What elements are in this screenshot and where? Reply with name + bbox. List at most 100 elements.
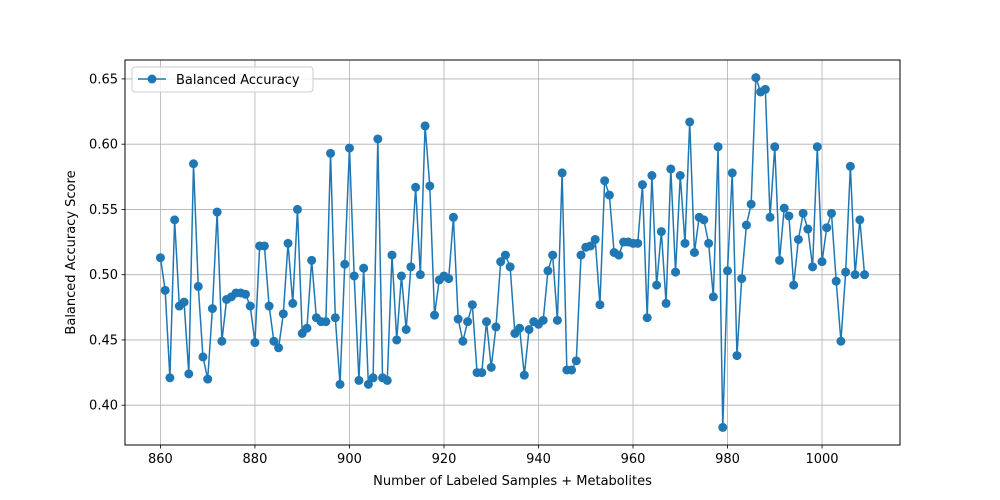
data-point [685, 117, 695, 127]
data-point [538, 315, 548, 325]
data-point [193, 281, 203, 291]
data-point [189, 159, 199, 169]
data-point [817, 257, 827, 267]
data-point [656, 227, 666, 237]
data-point [524, 325, 534, 334]
x-tick-label: 860 [148, 452, 173, 467]
data-point [477, 368, 487, 378]
data-point [425, 181, 435, 191]
data-point [826, 208, 836, 218]
data-point [737, 274, 747, 284]
data-point [250, 338, 260, 348]
data-point [647, 171, 657, 180]
data-point [264, 301, 274, 311]
legend-label: Balanced Accuracy [176, 73, 300, 88]
data-point [453, 314, 463, 324]
data-point [803, 224, 813, 234]
data-point [633, 238, 643, 248]
data-point [746, 199, 756, 209]
y-tick-label: 0.50 [89, 268, 118, 283]
data-point [373, 134, 383, 144]
data-point [614, 250, 624, 260]
data-point [411, 182, 421, 192]
y-tick-label: 0.65 [89, 72, 118, 87]
data-point [661, 298, 671, 308]
data-point [203, 374, 213, 384]
data-point [283, 238, 293, 248]
data-point [793, 234, 803, 244]
data-point [245, 301, 255, 311]
data-point [765, 212, 775, 222]
y-tick-label: 0.60 [89, 138, 118, 153]
data-point [557, 168, 567, 178]
data-point [406, 262, 416, 272]
data-point [326, 148, 336, 158]
y-tick-label: 0.40 [89, 399, 118, 414]
data-point [349, 271, 359, 281]
data-point [571, 356, 581, 366]
data-point [430, 310, 440, 320]
data-point [363, 379, 373, 389]
x-tick-label: 940 [526, 452, 551, 467]
legend: Balanced Accuracy [131, 66, 314, 93]
data-point [217, 336, 227, 346]
data-point [335, 379, 345, 389]
x-tick-label: 920 [432, 452, 457, 467]
data-point [401, 325, 411, 334]
data-point [482, 317, 492, 327]
data-point [751, 73, 761, 83]
data-point [850, 270, 860, 280]
data-point [637, 180, 647, 190]
data-point [179, 297, 189, 307]
data-point [340, 259, 350, 269]
data-point [321, 317, 331, 327]
data-point [845, 161, 855, 171]
data-point [486, 362, 496, 372]
data-point [798, 208, 808, 218]
data-point [689, 248, 699, 257]
data-point [241, 289, 251, 299]
data-point [496, 257, 506, 267]
data-point [812, 142, 822, 152]
y-tick-label: 0.45 [89, 333, 118, 348]
legend-box [131, 66, 314, 93]
data-point [855, 215, 865, 225]
x-tick-label: 900 [337, 452, 362, 467]
data-point [467, 300, 477, 310]
data-point [642, 313, 652, 323]
data-point [543, 266, 553, 276]
data-point [212, 207, 222, 217]
data-point [836, 336, 846, 346]
x-tick-label: 1000 [805, 452, 838, 467]
data-point [666, 164, 676, 174]
data-point [519, 370, 529, 380]
data-point [680, 238, 690, 248]
data-point [576, 250, 586, 260]
data-point [160, 285, 170, 295]
data-point [704, 238, 714, 248]
data-point [831, 276, 841, 286]
data-point [165, 373, 175, 383]
data-point [463, 317, 473, 327]
x-tick-label: 980 [715, 452, 740, 467]
data-point [585, 241, 595, 251]
data-point [155, 253, 165, 263]
data-point [387, 250, 397, 260]
data-point [500, 250, 510, 260]
x-tick-label: 960 [621, 452, 646, 467]
series-layer [155, 73, 870, 432]
data-point [760, 84, 770, 94]
data-point [860, 270, 870, 280]
data-point [604, 190, 614, 200]
data-point [207, 304, 217, 314]
data-point [392, 335, 402, 345]
data-point [458, 336, 468, 346]
data-point [675, 171, 685, 180]
data-point [269, 336, 279, 346]
data-point [330, 313, 340, 323]
data-point [396, 271, 406, 281]
data-point [359, 263, 369, 273]
data-point [307, 255, 317, 265]
data-point [808, 262, 818, 272]
